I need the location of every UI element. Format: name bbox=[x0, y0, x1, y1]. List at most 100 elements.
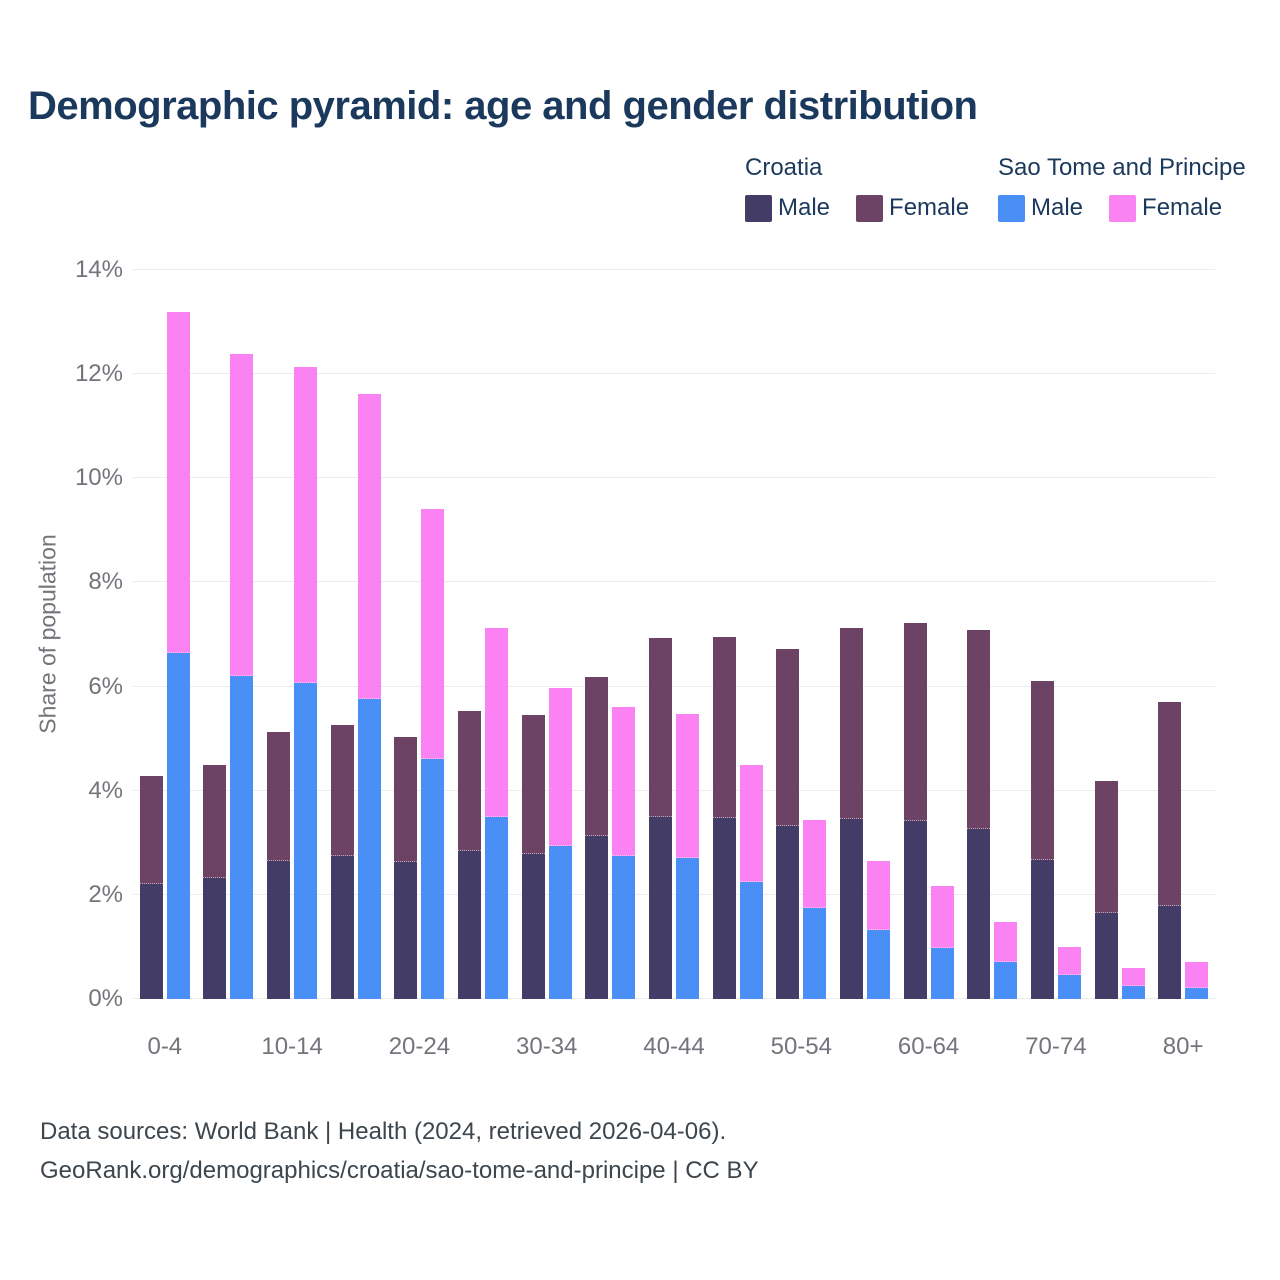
x-tick-label-80+: 80+ bbox=[1162, 1033, 1204, 1060]
bar-segment-sao-tome-and-principe-female-70-74 bbox=[1057, 946, 1081, 976]
bar-segment-sao-tome-and-principe-male-70-74 bbox=[1057, 975, 1081, 999]
bar-croatia-40-44 bbox=[648, 637, 672, 999]
gridline bbox=[133, 373, 1215, 375]
bar-croatia-65-69 bbox=[967, 630, 991, 999]
bar-croatia-75-79 bbox=[1094, 781, 1118, 999]
legend-item-label: Male bbox=[778, 194, 831, 221]
bar-group-0-4 bbox=[133, 270, 197, 999]
bar-group-25-29 bbox=[451, 270, 515, 999]
bar-segment-sao-tome-and-principe-female-65-69 bbox=[994, 921, 1018, 963]
bar-segment-croatia-female-20-24 bbox=[394, 736, 418, 862]
y-tick-label: 2% bbox=[88, 880, 123, 908]
bar-segment-croatia-female-25-29 bbox=[458, 710, 482, 851]
bar-croatia-0-4 bbox=[139, 775, 163, 999]
bar-segment-croatia-female-55-59 bbox=[839, 628, 863, 819]
bar-segment-croatia-female-80+ bbox=[1158, 702, 1182, 906]
legend-item-label: Female bbox=[1142, 194, 1223, 221]
bar-croatia-10-14 bbox=[267, 731, 291, 999]
sao-tome-male-swatch-icon bbox=[998, 194, 1025, 222]
bar-segment-croatia-male-65-69 bbox=[967, 828, 991, 999]
bar-segment-sao-tome-and-principe-male-55-59 bbox=[866, 929, 890, 999]
gridline bbox=[133, 789, 1215, 791]
bar-sao-tome-0-4 bbox=[166, 312, 190, 999]
bar-segment-croatia-male-55-59 bbox=[839, 818, 863, 999]
bar-croatia-20-24 bbox=[394, 736, 418, 999]
y-axis-title: Share of population bbox=[34, 534, 61, 734]
gridline bbox=[133, 893, 1215, 895]
bar-group-35-39 bbox=[579, 270, 643, 999]
x-tick-label-60-64: 60-64 bbox=[897, 1033, 960, 1060]
bar-croatia-45-49 bbox=[712, 636, 736, 999]
bar-croatia-50-54 bbox=[776, 648, 800, 999]
bar-segment-croatia-male-30-34 bbox=[521, 853, 545, 999]
chart-title: Demographic pyramid: age and gender dist… bbox=[28, 84, 978, 128]
gridline bbox=[133, 998, 1215, 999]
legend-group-croatia-title: Croatia bbox=[745, 154, 823, 181]
bar-segment-croatia-female-15-19 bbox=[330, 724, 354, 857]
bar-sao-tome-45-49 bbox=[739, 764, 763, 999]
bar-sao-tome-50-54 bbox=[803, 819, 827, 999]
bar-sao-tome-80+ bbox=[1185, 962, 1209, 999]
legend-item-sao-tome-male: Male bbox=[998, 194, 1083, 222]
bar-sao-tome-35-39 bbox=[612, 707, 636, 999]
bar-segment-sao-tome-and-principe-female-80+ bbox=[1185, 962, 1209, 988]
legend-items-croatia: Male Female bbox=[745, 194, 969, 222]
bar-segment-sao-tome-and-principe-male-30-34 bbox=[548, 845, 572, 999]
bar-segment-croatia-female-0-4 bbox=[139, 775, 163, 885]
bar-croatia-70-74 bbox=[1030, 681, 1054, 999]
bar-sao-tome-5-9 bbox=[230, 354, 254, 999]
bar-segment-croatia-female-30-34 bbox=[521, 714, 545, 854]
bar-segment-sao-tome-and-principe-male-10-14 bbox=[294, 683, 318, 999]
bar-sao-tome-40-44 bbox=[675, 713, 699, 999]
bar-group-45-49 bbox=[706, 270, 770, 999]
bar-segment-croatia-male-15-19 bbox=[330, 856, 354, 999]
bar-croatia-30-34 bbox=[521, 714, 545, 999]
bar-segment-sao-tome-and-principe-male-50-54 bbox=[803, 907, 827, 999]
bar-segment-croatia-female-60-64 bbox=[903, 622, 927, 821]
bar-sao-tome-55-59 bbox=[866, 861, 890, 999]
bar-group-20-24 bbox=[388, 270, 452, 999]
bar-sao-tome-65-69 bbox=[994, 921, 1018, 999]
bar-segment-sao-tome-and-principe-female-25-29 bbox=[485, 627, 509, 817]
legend-group-sao-tome: Sao Tome and Principe Male Female bbox=[998, 154, 1246, 222]
bar-segment-sao-tome-and-principe-male-60-64 bbox=[930, 947, 954, 999]
legend-item-label: Female bbox=[889, 194, 970, 221]
bar-group-30-34 bbox=[515, 270, 579, 999]
plot-area bbox=[133, 269, 1215, 999]
bar-group-65-69 bbox=[960, 270, 1024, 999]
bar-segment-sao-tome-and-principe-female-30-34 bbox=[548, 687, 572, 846]
legend-item-label: Male bbox=[1031, 194, 1084, 221]
footer: Data sources: World Bank | Health (2024,… bbox=[40, 1112, 759, 1190]
bar-segment-croatia-male-20-24 bbox=[394, 861, 418, 999]
x-tick-label-0-4: 0-4 bbox=[147, 1033, 183, 1060]
x-tick-label-10-14: 10-14 bbox=[261, 1033, 323, 1060]
y-tick-label: 0% bbox=[88, 985, 123, 1012]
gridline bbox=[133, 685, 1215, 687]
x-tick-label-30-34: 30-34 bbox=[516, 1033, 578, 1060]
bar-segment-sao-tome-and-principe-male-80+ bbox=[1185, 987, 1209, 999]
y-tick-label: 8% bbox=[88, 568, 123, 596]
bar-group-40-44 bbox=[642, 270, 706, 999]
croatia-male-swatch-icon bbox=[745, 194, 772, 222]
bar-segment-croatia-male-60-64 bbox=[903, 820, 927, 999]
bar-group-75-79 bbox=[1088, 270, 1152, 999]
bar-segment-sao-tome-and-principe-female-35-39 bbox=[612, 707, 636, 856]
bar-segment-sao-tome-and-principe-male-25-29 bbox=[485, 816, 509, 999]
bar-segment-sao-tome-and-principe-female-0-4 bbox=[166, 312, 190, 653]
bar-segment-sao-tome-and-principe-female-60-64 bbox=[930, 886, 954, 948]
bar-segment-sao-tome-and-principe-female-10-14 bbox=[294, 367, 318, 684]
bar-segment-sao-tome-and-principe-female-50-54 bbox=[803, 819, 827, 908]
bar-group-10-14 bbox=[260, 270, 324, 999]
y-tick-label: 10% bbox=[74, 464, 123, 492]
bar-segment-croatia-male-10-14 bbox=[267, 860, 291, 999]
bar-sao-tome-60-64 bbox=[930, 886, 954, 999]
bar-croatia-80+ bbox=[1158, 702, 1182, 999]
x-tick-label-70-74: 70-74 bbox=[1025, 1033, 1087, 1060]
bar-segment-croatia-female-45-49 bbox=[712, 636, 736, 818]
bar-segment-sao-tome-and-principe-female-40-44 bbox=[675, 713, 699, 858]
bar-sao-tome-15-19 bbox=[357, 394, 381, 999]
bar-segment-sao-tome-and-principe-male-40-44 bbox=[675, 857, 699, 999]
bar-segment-sao-tome-and-principe-female-5-9 bbox=[230, 354, 254, 677]
bar-segment-croatia-female-35-39 bbox=[585, 676, 609, 837]
